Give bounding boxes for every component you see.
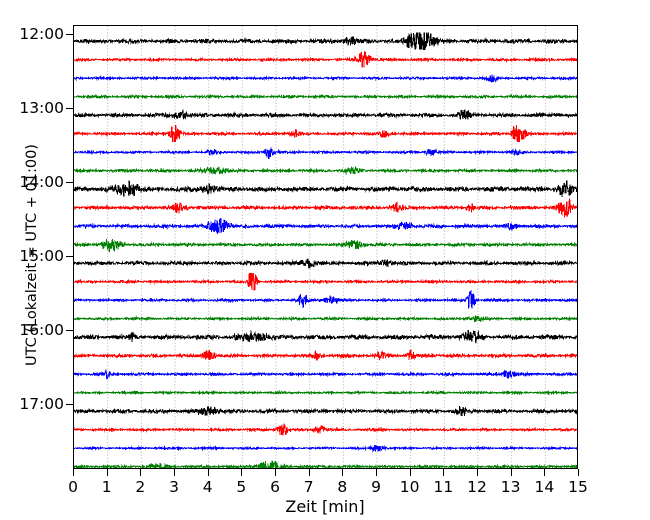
x-tick-label: 0 — [68, 478, 78, 496]
x-tick-mark — [376, 469, 377, 476]
y-tick-mark — [66, 404, 74, 406]
x-tick-label: 13 — [500, 478, 521, 496]
trace-13-30 — [74, 147, 577, 159]
grid-lines — [107, 26, 546, 468]
trace-12-45 — [74, 93, 577, 100]
trace-16-00 — [74, 329, 577, 345]
x-tick-label: 8 — [337, 478, 348, 496]
x-tick-label: 12 — [467, 478, 487, 496]
trace-15-30 — [74, 289, 577, 309]
x-tick-mark — [443, 469, 445, 476]
x-tick-label: 5 — [236, 478, 247, 496]
trace-17-15 — [74, 423, 577, 436]
y-tick-label: 12:00 — [19, 25, 64, 44]
y-tick-mark — [66, 182, 74, 184]
x-tick-label: 4 — [202, 478, 213, 496]
trace-17-00 — [74, 405, 577, 416]
x-tick-label: 10 — [399, 478, 420, 496]
trace-14-00 — [74, 180, 577, 198]
trace-17-45 — [74, 460, 577, 468]
x-tick-label: 11 — [433, 478, 454, 496]
x-tick-label: 2 — [135, 478, 146, 496]
y-tick-mark — [66, 256, 74, 258]
trace-12-15 — [74, 51, 577, 68]
x-tick-mark — [409, 469, 411, 476]
x-tick-label: 6 — [270, 478, 280, 496]
trace-15-45 — [74, 315, 577, 323]
trace-17-30 — [74, 444, 577, 453]
x-tick-mark — [174, 469, 175, 476]
x-tick-mark — [308, 469, 310, 476]
y-tick-mark — [66, 330, 74, 332]
x-tick-label: 15 — [568, 478, 588, 496]
y-tick-label: 14:00 — [19, 173, 64, 192]
x-tick-mark — [578, 469, 579, 476]
x-tick-mark — [275, 469, 276, 476]
trace-15-00 — [74, 258, 577, 269]
x-tick-mark — [342, 469, 344, 476]
trace-13-00 — [74, 109, 577, 120]
trace-13-45 — [74, 165, 577, 176]
x-tick-mark — [106, 469, 108, 476]
x-tick-mark — [207, 469, 209, 476]
trace-12-30 — [74, 74, 577, 83]
x-tick-label: 3 — [169, 478, 179, 496]
x-tick-label: 1 — [101, 478, 112, 496]
trace-14-45 — [74, 238, 577, 253]
trace-12-00 — [74, 32, 577, 51]
x-tick-label: 7 — [303, 478, 314, 496]
x-axis-label: Zeit [min] — [285, 497, 365, 516]
plot-area — [73, 25, 578, 469]
trace-16-15 — [74, 349, 577, 361]
trace-13-15 — [74, 125, 577, 143]
x-tick-label: 9 — [371, 478, 381, 496]
trace-16-45 — [74, 389, 577, 396]
trace-16-30 — [74, 369, 577, 381]
trace-14-15 — [74, 198, 577, 219]
y-tick-label: 16:00 — [19, 321, 64, 340]
y-tick-label: 15:00 — [19, 247, 64, 266]
trace-14-30 — [74, 218, 577, 234]
x-tick-mark — [73, 469, 74, 476]
y-tick-label: 13:00 — [19, 99, 64, 118]
x-tick-mark — [477, 469, 478, 476]
y-tick-mark — [66, 34, 74, 36]
x-tick-label: 14 — [534, 478, 555, 496]
x-tick-mark — [140, 469, 142, 476]
x-tick-mark — [544, 469, 546, 476]
y-tick-mark — [66, 108, 74, 110]
x-tick-mark — [241, 469, 243, 476]
trace-15-15 — [74, 273, 577, 291]
x-tick-mark — [510, 469, 512, 476]
seismogram-traces — [74, 32, 577, 468]
y-tick-label: 17:00 — [19, 395, 64, 414]
